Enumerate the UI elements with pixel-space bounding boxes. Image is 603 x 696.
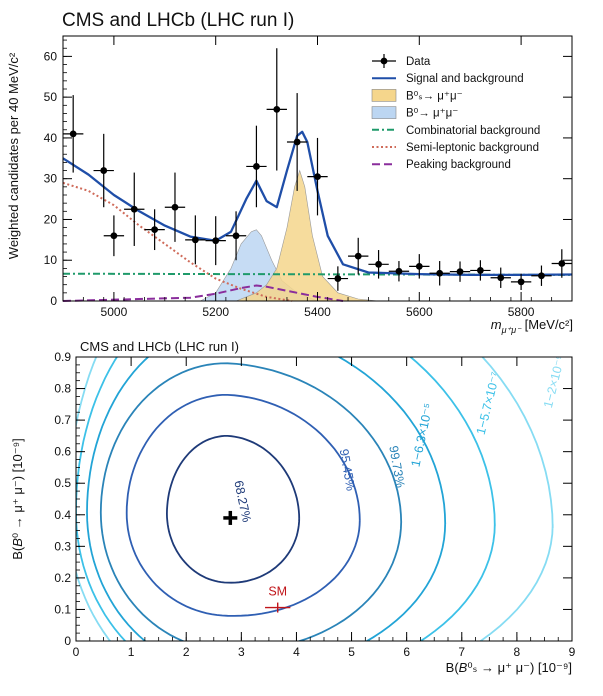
legend-label: Data bbox=[406, 56, 431, 68]
legend-label: Signal and background bbox=[406, 73, 524, 85]
bottom-x-tick-label: 2 bbox=[183, 645, 190, 659]
contour-chart: CMS and LHCb (LHC run I) B(B⁰ → μ⁺ μ⁻) [… bbox=[10, 339, 576, 675]
top-x-tick-label: 5800 bbox=[508, 305, 535, 319]
data-point bbox=[436, 269, 444, 277]
bottom-y-axis-label: B(B⁰ → μ⁺ μ⁻) [10⁻⁹] bbox=[10, 438, 25, 559]
sm-label: SM bbox=[268, 585, 287, 599]
bottom-x-tick-label: 4 bbox=[293, 645, 300, 659]
data-point bbox=[497, 274, 505, 282]
bottom-y-tick-label: 0 bbox=[64, 634, 71, 648]
contour-label: 95.45% bbox=[337, 448, 358, 492]
data-point bbox=[334, 275, 342, 282]
legend-label: Combinatorial background bbox=[406, 125, 540, 137]
data-point bbox=[395, 267, 403, 275]
top-y-tick-label: 10 bbox=[44, 253, 58, 267]
data-point bbox=[415, 262, 423, 270]
bottom-x-tick-label: 5 bbox=[348, 645, 355, 659]
data-point bbox=[558, 260, 566, 267]
legend-label: B⁰ₛ→ μ⁺μ⁻ bbox=[406, 90, 463, 102]
top-y-tick-label: 0 bbox=[50, 294, 57, 308]
legend-fill-swatch bbox=[371, 89, 397, 102]
data-point bbox=[538, 272, 545, 280]
bottom-y-tick-label: 0.2 bbox=[54, 571, 71, 585]
data-point bbox=[517, 278, 525, 286]
mass-spectrum-chart: CMS and LHCb (LHC run I) Weighted candid… bbox=[6, 10, 573, 335]
legend-label: B⁰→ μ⁺μ⁻ bbox=[406, 108, 458, 120]
data-point bbox=[151, 226, 159, 234]
bottom-x-tick-label: 7 bbox=[458, 645, 465, 659]
top-y-tick-label: 40 bbox=[44, 131, 58, 145]
top-y-tick-label: 60 bbox=[44, 49, 58, 63]
bottom-chart-title: CMS and LHCb (LHC run I) bbox=[80, 339, 239, 354]
bottom-y-tick-label: 0.8 bbox=[54, 382, 71, 396]
bottom-x-tick-label: 9 bbox=[569, 645, 576, 659]
data-point bbox=[212, 237, 220, 245]
bs-fill bbox=[235, 169, 379, 302]
data-point bbox=[232, 232, 240, 240]
bottom-y-tick-label: 0.7 bbox=[54, 413, 71, 427]
data-point bbox=[191, 236, 199, 244]
data-point bbox=[253, 163, 260, 170]
bottom-x-axis-label: B(B⁰ₛ → μ⁺ μ⁻) [10⁻⁹] bbox=[446, 660, 572, 675]
bottom-y-tick-label: 0.9 bbox=[54, 350, 71, 364]
data-point bbox=[69, 130, 77, 138]
top-y-tick-label: 20 bbox=[44, 212, 58, 226]
confidence-contour bbox=[86, 357, 447, 641]
confidence-contour bbox=[99, 362, 403, 641]
legend-label: Peaking background bbox=[406, 159, 511, 171]
data-point bbox=[354, 252, 362, 260]
top-x-tick-label: 5000 bbox=[101, 305, 128, 319]
data-point bbox=[476, 267, 484, 274]
bottom-x-tick-label: 6 bbox=[403, 645, 410, 659]
legend-fill-swatch bbox=[371, 106, 397, 119]
bottom-y-tick-label: 0.4 bbox=[54, 508, 71, 522]
top-x-tick-label: 5200 bbox=[202, 305, 229, 319]
bottom-x-tick-label: 3 bbox=[238, 645, 245, 659]
top-y-axis-label: Weighted candidates per 40 MeV/c² bbox=[6, 52, 21, 259]
data-point bbox=[273, 105, 281, 113]
top-x-tick-label: 5600 bbox=[406, 305, 433, 319]
bottom-x-tick-label: 0 bbox=[73, 645, 80, 659]
bottom-y-tick-label: 0.3 bbox=[54, 539, 71, 553]
bottom-x-tick-label: 1 bbox=[128, 645, 135, 659]
data-point bbox=[130, 205, 138, 213]
bottom-y-tick-label: 0.1 bbox=[54, 602, 71, 616]
top-plot-area: 5000 5200 5400 5600 5800 0 10 20 30 40 50 60 bbox=[44, 35, 573, 319]
top-chart-title: CMS and LHCb (LHC run I) bbox=[62, 10, 294, 31]
data-point bbox=[293, 138, 301, 146]
bottom-y-tick-label: 0.5 bbox=[54, 476, 71, 490]
top-y-tick-label: 50 bbox=[44, 90, 58, 104]
contour-label: 1−5.7×10⁻⁷ bbox=[474, 370, 503, 436]
signal-background-line bbox=[62, 130, 573, 277]
bottom-x-tick-label: 8 bbox=[514, 645, 521, 659]
legend-label: Semi-leptonic background bbox=[406, 142, 539, 154]
top-y-tick-label: 30 bbox=[44, 172, 58, 186]
bottom-y-tick-label: 0.6 bbox=[54, 445, 71, 459]
data-point bbox=[171, 203, 179, 211]
contour-label: 1−2×10⁻⁹ bbox=[541, 353, 568, 409]
top-legend: Data Signal and background B⁰ₛ→ μ⁺μ⁻ B⁰→ μ⁺… bbox=[371, 54, 540, 171]
bottom-plot-frame bbox=[75, 356, 573, 642]
data-point bbox=[456, 268, 464, 276]
confidence-contour bbox=[125, 394, 361, 617]
data-point bbox=[314, 173, 321, 181]
data-point bbox=[375, 260, 382, 268]
top-x-axis-label: mμ⁺μ⁻ [MeV/c²] bbox=[491, 317, 573, 335]
data-point bbox=[100, 167, 108, 174]
peaking-bkg-line bbox=[62, 284, 344, 302]
confidence-contour bbox=[165, 435, 301, 584]
semileptonic-bkg-line bbox=[62, 181, 293, 302]
data-point bbox=[110, 232, 118, 240]
top-x-tick-label: 5400 bbox=[304, 305, 331, 319]
legend-data-marker bbox=[380, 57, 388, 65]
